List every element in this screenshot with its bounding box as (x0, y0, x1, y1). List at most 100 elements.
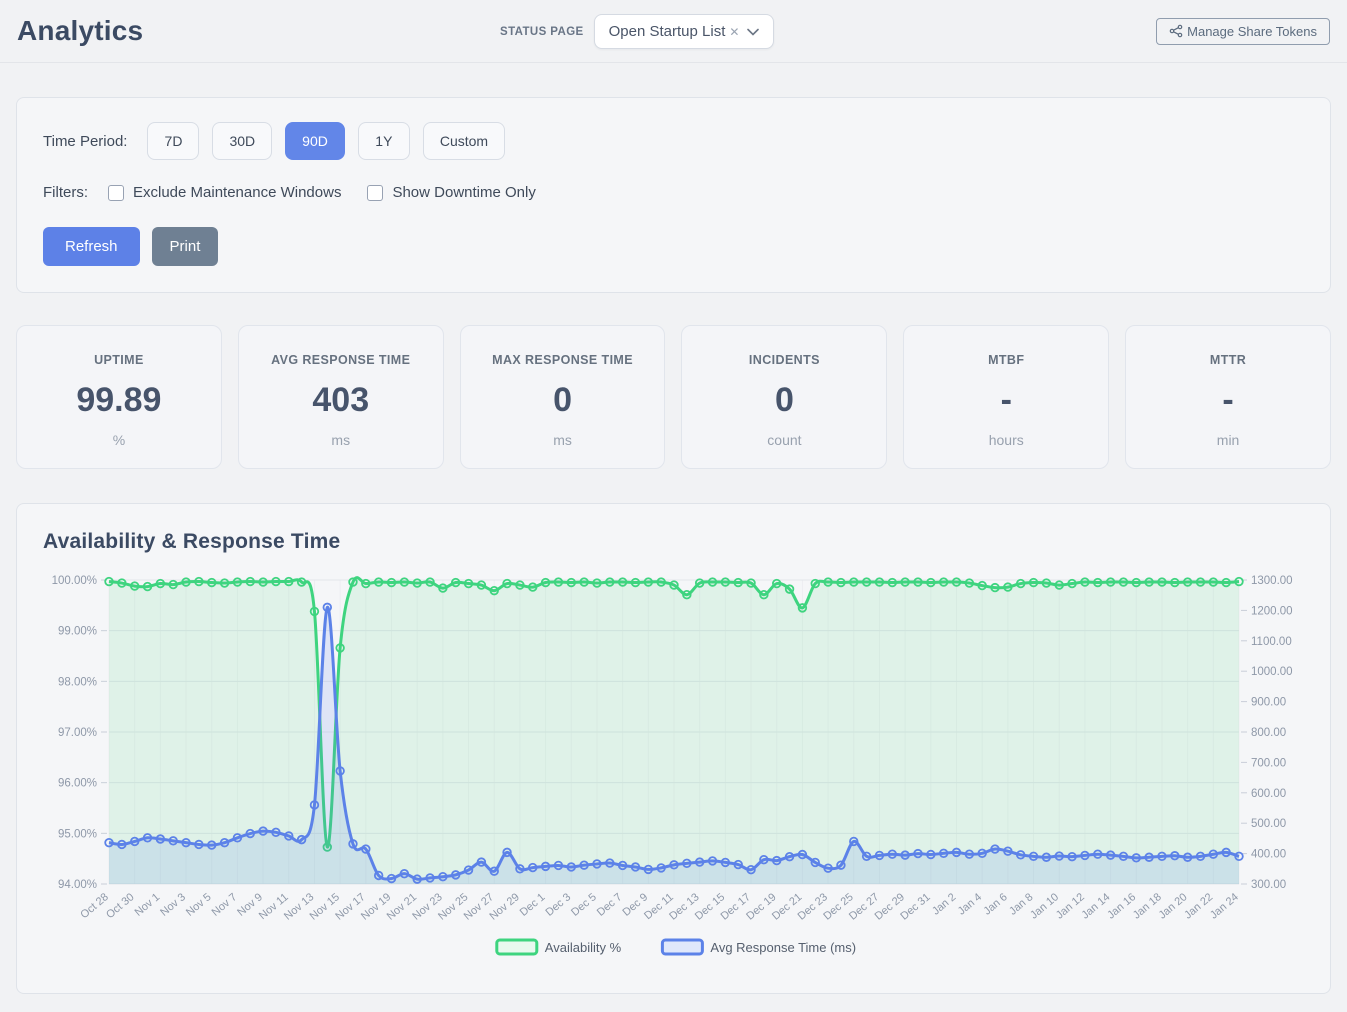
availability-point (592, 578, 602, 588)
response-time-point (451, 870, 461, 880)
chart-panel: Availability & Response Time 100.00% 99.0… (16, 503, 1331, 994)
response-time-point (1080, 850, 1090, 861)
response-time-point (335, 766, 345, 776)
response-time-point (232, 833, 243, 843)
response-time-point (553, 860, 564, 871)
stat-value: - (1000, 381, 1012, 419)
status-page-label: STATUS PAGE (500, 25, 584, 38)
x-axis-label: Jan 16 (1105, 891, 1138, 921)
response-time-point (810, 857, 820, 868)
response-time-point (887, 849, 897, 859)
legend-swatch (495, 938, 539, 956)
response-time-point (861, 851, 872, 862)
time-period-label: Time Period: (43, 132, 128, 150)
x-axis-label: Jan 18 (1131, 891, 1164, 921)
stat-label: UPTIME (94, 353, 144, 367)
filter-checkbox-item-1[interactable]: Show Downtime Only (367, 184, 536, 201)
availability-point (682, 589, 692, 600)
response-time-point (926, 849, 936, 860)
availability-point (784, 584, 795, 594)
stat-card-avg-response-time: AVG RESPONSE TIME 403 ms (237, 325, 444, 469)
time-period-button-30d[interactable]: 30D (212, 122, 273, 160)
x-axis-label: Dec 7 (595, 891, 625, 919)
availability-point (707, 577, 718, 587)
stat-label: AVG RESPONSE TIME (271, 353, 411, 367)
x-axis-label: Jan 2 (930, 891, 958, 917)
availability-point (1003, 582, 1013, 592)
time-period-button-7d[interactable]: 7D (147, 122, 200, 160)
action-row: Refresh Print (43, 227, 1304, 266)
availability-point (425, 577, 435, 587)
response-time-point (515, 864, 525, 874)
response-time-point (579, 860, 589, 870)
print-button[interactable]: Print (151, 227, 219, 266)
availability-line (108, 576, 1240, 849)
availability-point (900, 577, 910, 587)
checkbox-icon[interactable] (367, 184, 384, 201)
response-time-point (373, 870, 384, 881)
filter-checkboxes: Exclude Maintenance Windows Show Downtime… (108, 184, 550, 201)
response-time-point (348, 839, 358, 849)
response-time-point (1093, 849, 1103, 859)
response-time-point (669, 860, 679, 870)
legend-item-response-time[interactable]: Avg Response Time (ms) (660, 938, 856, 956)
left-axis-label: 96.00% (58, 778, 97, 790)
availability-point (361, 578, 371, 589)
checkbox-icon[interactable] (108, 184, 124, 201)
response-time-point (1016, 850, 1026, 860)
checkbox-label: Show Downtime Only (392, 184, 536, 201)
availability-point (1118, 577, 1129, 587)
availability-chart: 100.00% 99.00% 98.00% 97.00% 96.00% 95.00% 94.… (43, 568, 1304, 975)
right-axis-label: 700.00 (1251, 757, 1286, 769)
legend-item-availability[interactable]: Availability % (495, 938, 622, 956)
availability-point (1170, 577, 1180, 588)
response-time-point (874, 850, 885, 861)
availability-point (1208, 577, 1219, 587)
status-page-dropdown[interactable]: Open Startup List ✕ (593, 14, 774, 49)
response-time-point (1170, 851, 1180, 861)
filter-checkbox-item-0[interactable]: Exclude Maintenance Windows (108, 184, 341, 201)
response-time-point (643, 864, 654, 875)
chevron-down-icon[interactable] (747, 28, 760, 36)
availability-point (348, 577, 358, 587)
manage-share-tokens-button[interactable]: Manage Share Tokens (1156, 17, 1330, 45)
response-time-point (245, 828, 255, 839)
availability-point (104, 576, 114, 587)
availability-point (810, 578, 820, 589)
availability-point (617, 577, 628, 587)
response-time-point (1144, 852, 1154, 862)
response-time-point (733, 859, 743, 870)
response-time-point (1131, 853, 1141, 863)
response-time-point (592, 859, 602, 869)
availability-point (938, 577, 949, 587)
x-axis-label: Dec 5 (569, 891, 599, 919)
response-time-point (284, 831, 294, 841)
status-page-dropdown-value: Open Startup List (608, 23, 726, 40)
time-period-button-custom[interactable]: Custom (422, 122, 506, 160)
time-period-button-90d[interactable]: 90D (285, 122, 345, 160)
availability-point (694, 578, 705, 588)
clear-selection-icon[interactable]: ✕ (729, 24, 740, 39)
availability-point (232, 577, 243, 587)
refresh-button[interactable]: Refresh (43, 227, 140, 266)
x-axis-label: Jan 6 (981, 891, 1009, 917)
stat-card-max-response-time: MAX RESPONSE TIME 0 ms (459, 325, 666, 469)
availability-point (1093, 577, 1103, 588)
response-time-point (1003, 846, 1013, 856)
response-time-point (129, 836, 140, 847)
availability-point (1105, 577, 1116, 587)
availability-point (605, 577, 615, 587)
availability-point (309, 606, 320, 617)
availability-point (1221, 577, 1231, 588)
response-time-point (836, 860, 846, 870)
response-time-point (155, 834, 166, 844)
time-period-button-1y[interactable]: 1Y (357, 122, 410, 160)
legend-label: Availability % (545, 940, 622, 955)
response-time-point (322, 602, 332, 613)
response-time-point (1118, 851, 1129, 862)
availability-point (451, 577, 461, 588)
stat-unit: count (767, 432, 802, 448)
availability-point (772, 578, 782, 589)
response-time-point (913, 848, 923, 859)
stat-unit: hours (988, 432, 1024, 448)
